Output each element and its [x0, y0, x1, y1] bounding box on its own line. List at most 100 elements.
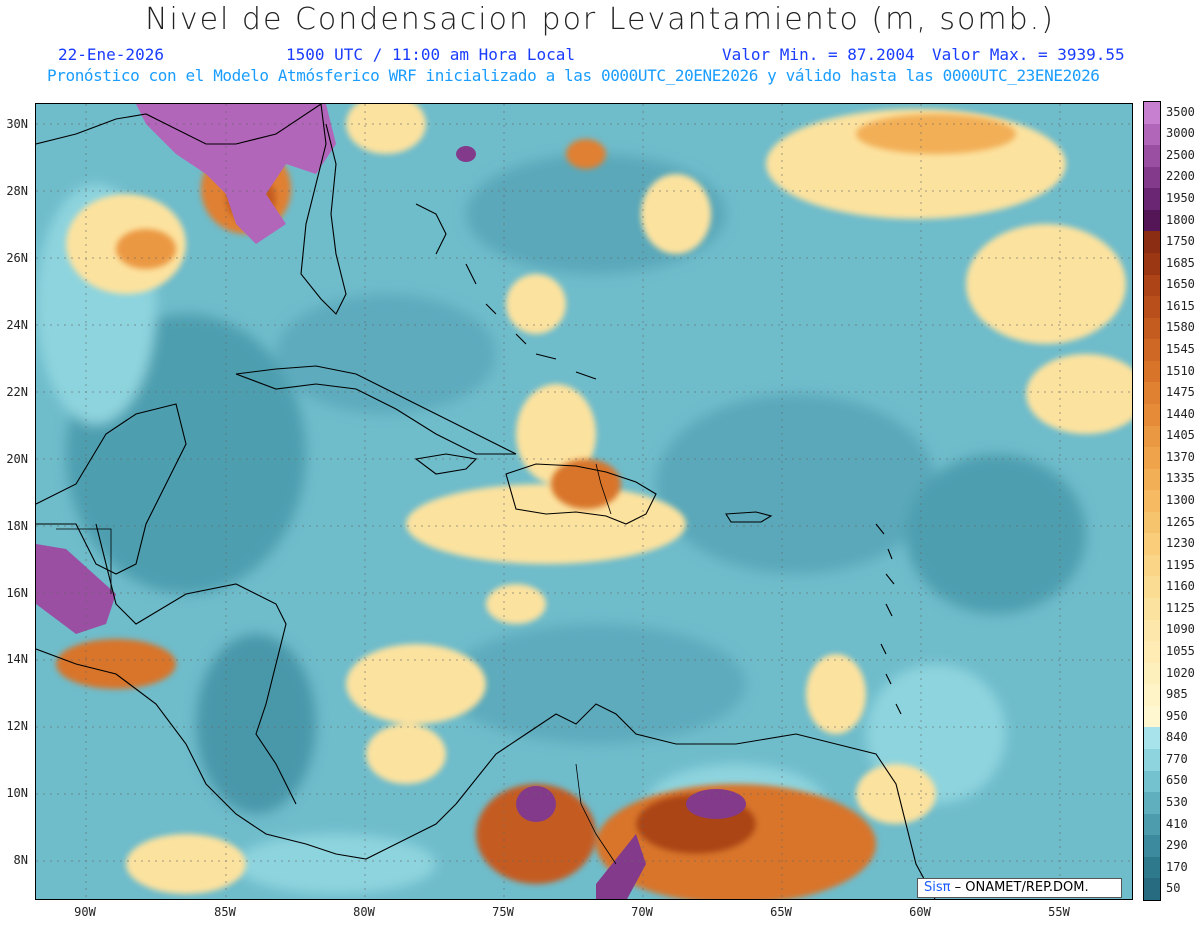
lat-label: 10N [6, 786, 28, 800]
legend-swatch [1144, 209, 1160, 232]
legend-swatch [1144, 123, 1160, 146]
legend-label: 3500 [1166, 104, 1195, 119]
legend-label: 1580 [1166, 320, 1195, 335]
lon-label: 80W [353, 905, 375, 919]
lon-label: 60W [909, 905, 931, 919]
legend-swatch [1144, 252, 1160, 276]
legend-swatch [1144, 856, 1160, 879]
legend-swatch [1144, 188, 1160, 211]
legend-swatch [1144, 878, 1160, 901]
legend-label: 1510 [1166, 363, 1195, 378]
forecast-note: Pronóstico con el Modelo Atmósferico WRF… [47, 66, 1100, 85]
lat-label: 14N [6, 652, 28, 666]
legend-label: 3000 [1166, 126, 1195, 141]
field-max-values [36, 104, 746, 899]
legend-label: 770 [1166, 751, 1188, 766]
legend-swatch [1144, 166, 1160, 189]
legend-swatch [1144, 705, 1160, 728]
legend-swatch [1144, 598, 1160, 621]
brand-logo: Sisπ [924, 880, 951, 895]
legend-swatch [1144, 619, 1160, 642]
legend-swatch [1144, 770, 1160, 793]
legend-swatch [1144, 317, 1160, 340]
legend-label: 410 [1166, 816, 1188, 831]
legend-swatch [1144, 447, 1160, 470]
legend-label: 1800 [1166, 212, 1195, 227]
legend-swatch [1144, 274, 1160, 297]
legend-swatch [1144, 511, 1160, 534]
legend-swatch [1144, 576, 1160, 599]
legend-swatch [1144, 339, 1160, 362]
legend-swatch [1144, 296, 1160, 319]
legend-swatch [1144, 490, 1160, 513]
legend-label: 1055 [1166, 643, 1195, 658]
legend-swatch [1144, 792, 1160, 815]
legend-label: 1545 [1166, 342, 1195, 357]
legend-label: 170 [1166, 859, 1188, 874]
legend-label: 1750 [1166, 234, 1195, 249]
legend-swatch [1144, 102, 1160, 125]
lat-label: 16N [6, 586, 28, 600]
legend-swatch [1144, 813, 1160, 836]
lat-label: 30N [6, 117, 28, 131]
map-title: Nivel de Condensacion por Levantamiento … [145, 2, 1055, 37]
forecast-time: 1500 UTC / 11:00 am Hora Local [286, 45, 575, 64]
legend-label: 1615 [1166, 298, 1195, 313]
legend-label: 290 [1166, 838, 1188, 853]
legend-swatch [1144, 684, 1160, 707]
legend-label: 840 [1166, 730, 1188, 745]
legend-label: 1370 [1166, 449, 1195, 464]
legend-swatch [1144, 360, 1160, 383]
legend-label: 1950 [1166, 191, 1195, 206]
map-canvas [36, 104, 1132, 899]
field-mid-values [66, 104, 1132, 894]
legend-label: 1650 [1166, 277, 1195, 292]
lat-label: 8N [13, 853, 28, 867]
lon-label: 65W [770, 905, 792, 919]
legend-label: 1265 [1166, 514, 1195, 529]
legend-label: 1405 [1166, 428, 1195, 443]
legend-swatch [1144, 145, 1160, 168]
legend-label: 985 [1166, 687, 1188, 702]
legend-swatch [1144, 533, 1160, 556]
legend-label: 650 [1166, 773, 1188, 788]
legend-label: 530 [1166, 794, 1188, 809]
lon-label: 55W [1048, 905, 1070, 919]
borders [56, 463, 617, 865]
legend-swatch [1144, 425, 1160, 448]
lat-label: 12N [6, 719, 28, 733]
lat-label: 28N [6, 184, 28, 198]
legend-label: 1475 [1166, 385, 1195, 400]
forecast-map [35, 103, 1133, 900]
legend-swatch [1144, 468, 1160, 491]
legend-label: 1020 [1166, 665, 1195, 680]
legend-label: 1300 [1166, 493, 1195, 507]
legend-swatch [1144, 382, 1160, 405]
legend-label: 1125 [1166, 600, 1195, 615]
legend-label: 1195 [1166, 557, 1195, 572]
legend-swatch [1144, 403, 1160, 426]
max-value: Valor Max. = 3939.55 [932, 45, 1125, 64]
legend-swatch [1144, 554, 1160, 577]
lon-label: 75W [492, 905, 514, 919]
legend-label: 1685 [1166, 255, 1195, 270]
lat-label: 24N [6, 318, 28, 332]
legend-swatch [1144, 835, 1160, 858]
coastlines [36, 104, 936, 899]
lat-label: 26N [6, 251, 28, 265]
legend-swatch [1144, 727, 1160, 750]
legend-swatch [1144, 231, 1160, 254]
color-legend [1143, 101, 1161, 901]
legend-swatch [1144, 749, 1160, 772]
legend-label: 1230 [1166, 536, 1195, 551]
legend-label: 2500 [1166, 147, 1195, 162]
lat-label: 22N [6, 385, 28, 399]
lon-label: 70W [631, 905, 653, 919]
forecast-date: 22-Ene-2026 [58, 45, 164, 64]
legend-label: 1335 [1166, 471, 1195, 486]
legend-label: 1160 [1166, 579, 1195, 594]
legend-swatch [1144, 662, 1160, 685]
credit-text: – ONAMET/REP.DOM. [954, 880, 1089, 895]
legend-label: 1440 [1166, 406, 1195, 421]
legend-label: 950 [1166, 708, 1188, 723]
